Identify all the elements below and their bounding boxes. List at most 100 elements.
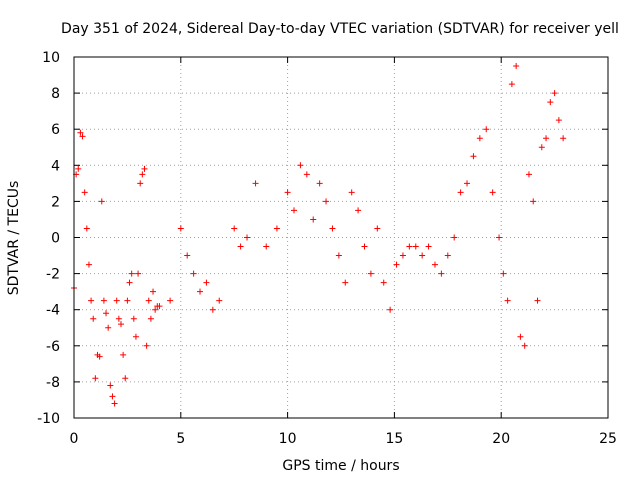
data-point: [555, 117, 562, 124]
data-point: [237, 243, 244, 250]
data-point: [190, 270, 197, 277]
data-point: [143, 342, 150, 349]
data-point: [83, 225, 90, 232]
data-point: [124, 297, 131, 304]
data-point: [77, 129, 84, 136]
data-point: [109, 393, 116, 400]
data-point: [496, 234, 503, 241]
data-point: [425, 243, 432, 250]
data-point: [145, 297, 152, 304]
data-point: [534, 297, 541, 304]
data-point: [284, 189, 291, 196]
y-tick-label: -8: [46, 375, 60, 391]
data-point: [120, 351, 127, 358]
data-point: [525, 171, 532, 178]
data-point: [150, 288, 157, 295]
y-tick-label: -2: [46, 267, 60, 283]
data-point: [380, 279, 387, 286]
y-tick-label: 10: [42, 50, 60, 66]
data-point: [303, 171, 310, 178]
data-point: [231, 225, 238, 232]
data-point: [361, 243, 368, 250]
data-point: [419, 252, 426, 259]
y-tick-label: 2: [51, 194, 60, 210]
data-point: [167, 297, 174, 304]
data-point: [147, 315, 154, 322]
data-point: [88, 297, 95, 304]
data-point: [216, 297, 223, 304]
y-tick-labels: -10 -8 -6 -4 -2 0 2 4 6 8 10: [37, 50, 60, 427]
data-point: [464, 180, 471, 187]
data-point: [551, 90, 558, 97]
data-point: [197, 288, 204, 295]
data-point: [444, 252, 451, 259]
data-point: [152, 306, 159, 313]
chart-title: Day 351 of 2024, Sidereal Day-to-day VTE…: [61, 21, 619, 37]
data-point: [513, 63, 520, 70]
data-point: [508, 81, 515, 88]
data-point: [406, 243, 413, 250]
data-point: [310, 216, 317, 223]
data-points: [71, 63, 567, 407]
data-point: [90, 315, 97, 322]
data-point: [137, 180, 144, 187]
data-point: [504, 297, 511, 304]
y-tick-label: -4: [46, 303, 60, 319]
y-tick-label: -10: [37, 411, 60, 427]
data-point: [132, 333, 139, 340]
data-point: [130, 315, 137, 322]
data-point: [135, 270, 142, 277]
data-point: [122, 375, 129, 382]
data-point: [387, 306, 394, 313]
y-axis-label: SDTVAR / TECUs: [6, 181, 22, 296]
data-point: [374, 225, 381, 232]
data-point: [117, 321, 124, 328]
data-point: [98, 198, 105, 205]
data-point: [79, 133, 86, 140]
x-tick-label: 15: [385, 431, 403, 447]
data-point: [547, 99, 554, 106]
data-point: [367, 270, 374, 277]
y-tick-label: 0: [51, 231, 60, 247]
data-point: [105, 324, 112, 331]
data-point: [273, 225, 280, 232]
data-point: [530, 198, 537, 205]
x-tick-label: 0: [70, 431, 79, 447]
data-point: [500, 270, 507, 277]
data-point: [431, 261, 438, 268]
data-point: [113, 297, 120, 304]
x-axis-label: GPS time / hours: [282, 458, 399, 474]
data-point: [103, 310, 110, 317]
x-tick-label: 5: [176, 431, 185, 447]
y-tick-label: 8: [51, 86, 60, 102]
data-point: [517, 333, 524, 340]
data-point: [335, 252, 342, 259]
data-point: [111, 400, 118, 407]
data-point: [81, 189, 88, 196]
data-point: [342, 279, 349, 286]
data-point: [451, 234, 458, 241]
data-point: [126, 279, 133, 286]
data-point: [252, 180, 259, 187]
data-point: [141, 165, 148, 172]
x-tick-label: 10: [279, 431, 297, 447]
data-point: [399, 252, 406, 259]
data-point: [203, 279, 210, 286]
data-point: [209, 306, 216, 313]
data-point: [156, 303, 163, 310]
axis-ticks: [73, 56, 609, 419]
data-point: [489, 189, 496, 196]
y-tick-label: 4: [51, 158, 60, 174]
data-point: [470, 153, 477, 160]
data-point: [297, 162, 304, 169]
data-point: [521, 342, 528, 349]
data-point: [128, 270, 135, 277]
data-point: [323, 198, 330, 205]
data-point: [412, 243, 419, 250]
x-tick-label: 25: [599, 431, 617, 447]
data-point: [263, 243, 270, 250]
data-point: [92, 375, 99, 382]
data-point: [85, 261, 92, 268]
data-point: [538, 144, 545, 151]
data-point: [107, 382, 114, 389]
